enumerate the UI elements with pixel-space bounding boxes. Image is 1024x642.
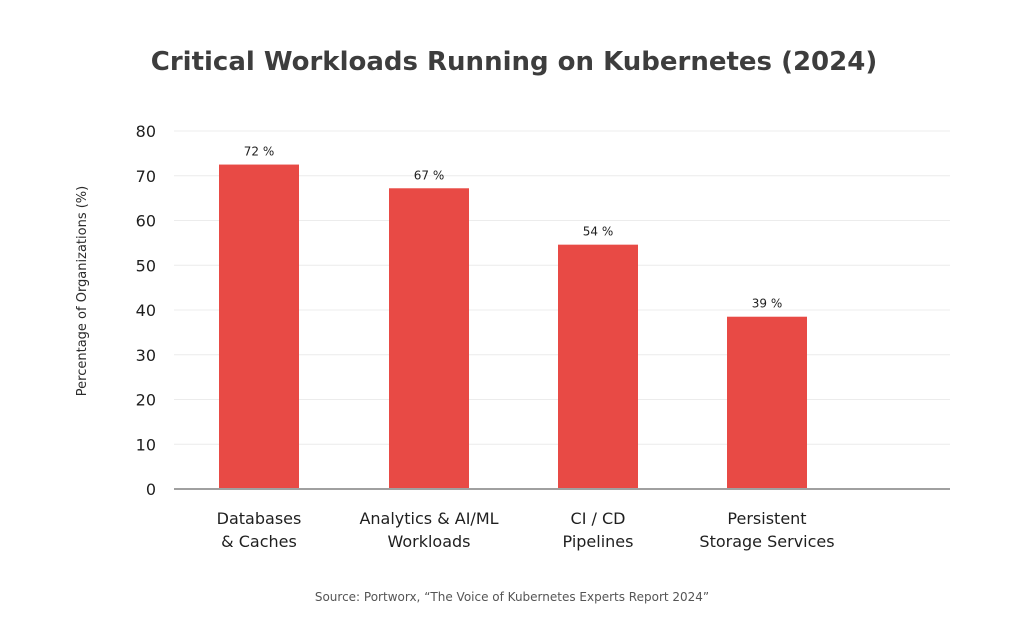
x-category-label: Analytics & AI/ML [359, 509, 498, 528]
x-axis-categories: Databases & Caches Analytics & AI/ML Worklo… [217, 509, 835, 551]
data-label: 67 % [414, 168, 445, 182]
y-axis-label: Percentage of Organizations (%) [75, 186, 90, 396]
x-category-label: Databases [217, 509, 302, 528]
x-category-label: & Caches [221, 532, 297, 551]
data-label: 39 % [752, 297, 783, 311]
x-category-label: Persistent [727, 509, 806, 528]
data-label: 72 % [244, 145, 275, 159]
x-category-label: Storage Services [699, 532, 834, 551]
bar [727, 316, 807, 489]
x-category-label: Workloads [387, 532, 470, 551]
y-tick-label: 70 [136, 167, 156, 186]
y-axis-ticks: 0 10 20 30 40 50 60 70 80 [136, 122, 156, 499]
y-tick-label: 80 [136, 122, 156, 141]
x-category-label: Pipelines [563, 532, 634, 551]
bars [219, 164, 807, 489]
chart-title: Critical Workloads Running on Kubernetes… [151, 47, 877, 77]
bar [219, 164, 299, 489]
y-tick-label: 50 [136, 256, 156, 275]
y-tick-label: 0 [146, 480, 156, 499]
bar [558, 244, 638, 489]
y-tick-label: 60 [136, 212, 156, 231]
x-category-label: CI / CD [571, 509, 626, 528]
y-tick-label: 20 [136, 391, 156, 410]
data-labels: 72 % 67 % 54 % 39 % [244, 145, 783, 311]
bar [389, 188, 469, 489]
y-tick-label: 10 [136, 435, 156, 454]
source-note: Source: Portworx, “The Voice of Kubernet… [315, 590, 709, 604]
data-label: 54 % [583, 225, 614, 239]
y-tick-label: 30 [136, 346, 156, 365]
y-tick-label: 40 [136, 301, 156, 320]
